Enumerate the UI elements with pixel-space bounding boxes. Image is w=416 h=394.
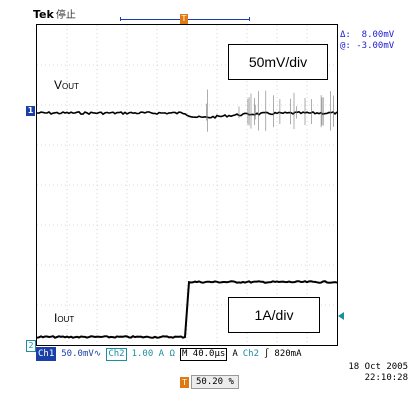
vout-noise-spikes [206,89,334,132]
vout-label-main: V [54,78,63,92]
trigger-slope-icon[interactable]: ∫ [264,349,270,359]
current-scale-label: 1A/div [228,297,320,333]
acquisition-status: 停止 [55,10,76,21]
ch2-tag[interactable]: Ch2 [106,348,127,361]
date: 18 Oct 2005 [348,362,408,372]
cursor-delta: Δ: 8.00mV [340,30,395,40]
ch1-tag[interactable]: Ch1 [36,347,57,361]
trigger-level[interactable]: 820mA [274,349,302,359]
cursor-readout: Δ: 8.00mV @: -3.00mV [340,30,394,52]
cursor-absolute: @: -3.00mV [340,41,395,51]
trigger-level-arrow-icon[interactable] [338,312,344,320]
vout-trace [37,110,337,119]
voltage-scale-label: 50mV/div [228,44,328,80]
brand-name: Tek [33,8,54,21]
vout-label-sub: OUT [62,82,79,91]
trigger-position-marker-icon[interactable]: T [180,14,188,24]
iout-label: IOUT [54,311,74,325]
trigger-source[interactable]: Ch2 [242,349,259,359]
iout-trace [37,280,337,339]
ch2-ground-marker[interactable]: 2 [26,340,36,352]
status-bar: Ch1 50.0mV∿ Ch2 1.00 A Ω M 40.0µs A Ch2 ∫ 820mA [36,347,338,361]
ch2-scale[interactable]: 1.00 A Ω [131,349,175,359]
trigger-icon: T [180,376,189,388]
vout-label: VOUT [54,78,79,92]
time: 22:10:28 [364,373,408,383]
brand-logo: Tek 停止 [33,6,76,21]
timebase[interactable]: M 40.0µs [179,348,228,361]
trigger-mode[interactable]: A [232,349,238,359]
iout-label-main: I [54,311,58,325]
waveform-traces [37,25,337,345]
datetime: 18 Oct 2005 22:10:28 [340,362,408,384]
ch1-ground-marker[interactable]: 1 [26,106,35,116]
graticule [37,25,337,345]
iout-label-sub: OUT [57,315,75,324]
trigger-position-readout[interactable]: T 50.20 % [180,375,239,389]
trigger-position-value: 50.20 % [191,375,239,389]
ch1-scale[interactable]: 50.0mV∿ [61,349,102,359]
